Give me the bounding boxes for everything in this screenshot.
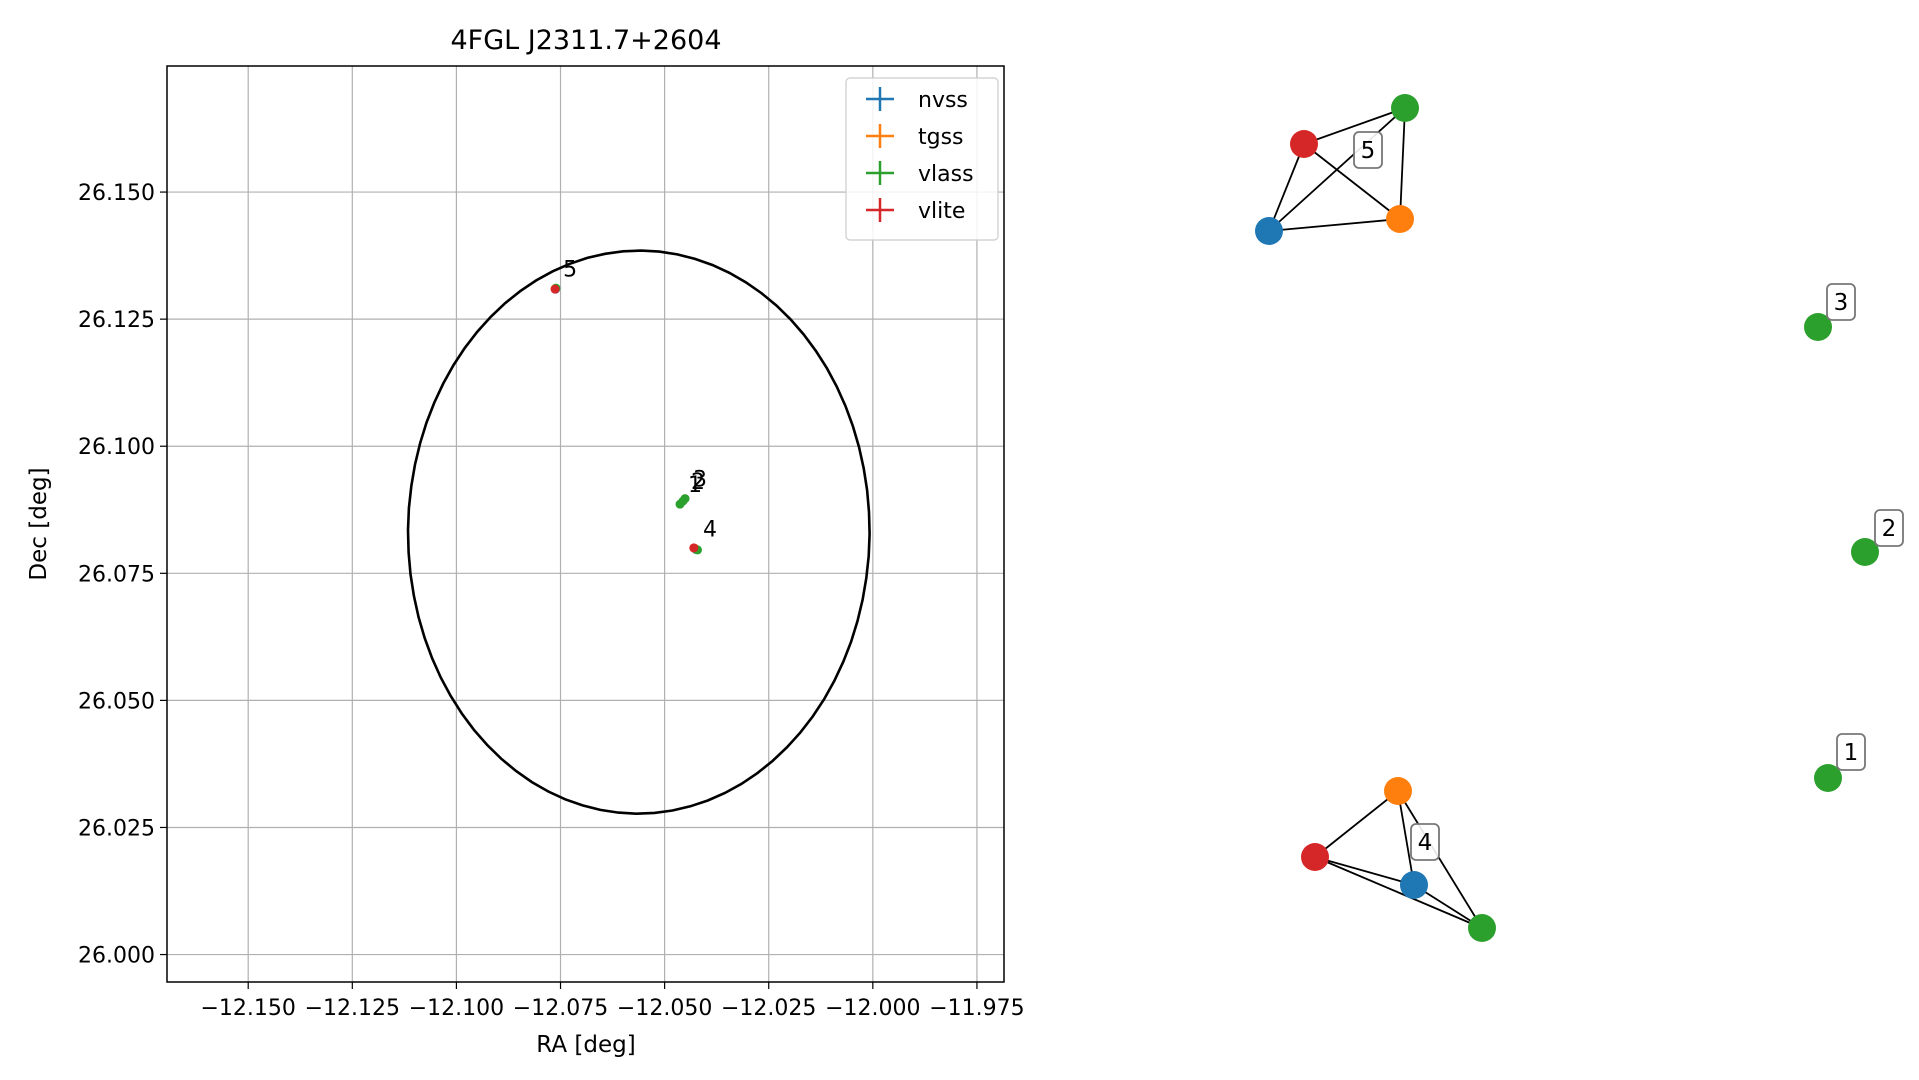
x-tick-label: −12.125: [305, 996, 400, 1021]
x-tick-labels: −12.150 −12.125 −12.100 −12.075 −12.050 −12.0…: [200, 982, 1025, 1021]
cluster-3: 3: [1804, 283, 1856, 341]
network-panel: 5 4 3 2 1: [1255, 94, 1904, 942]
cluster-label: 3: [1834, 290, 1849, 316]
cluster-2: 2: [1851, 509, 1904, 566]
y-tick-label: 26.025: [78, 816, 155, 841]
chart-title: 4FGL J2311.7+2604: [450, 25, 721, 56]
y-tick-label: 26.100: [78, 435, 155, 460]
network-node-green: [1468, 914, 1496, 942]
network-node-orange: [1384, 777, 1412, 805]
network-edge: [1397, 790, 1483, 929]
network-edge: [1303, 143, 1401, 220]
cluster-label-box: [1874, 509, 1904, 547]
network-edge: [1314, 790, 1399, 858]
legend: nvss tgss vlass vlite: [845, 77, 999, 241]
network-node-green: [1391, 94, 1419, 122]
legend-label-nvss: nvss: [918, 88, 968, 113]
y-tick-label: 26.150: [78, 181, 155, 206]
grid-layer: [167, 66, 1004, 982]
cluster-label-box: [1826, 283, 1856, 321]
network-node-blue: [1400, 871, 1428, 899]
network-node-green: [1814, 764, 1842, 792]
network-edge: [1314, 856, 1415, 886]
y-axis-label: Dec [deg]: [26, 467, 52, 580]
network-edge: [1268, 143, 1305, 232]
y-tick-label: 26.075: [78, 562, 155, 587]
y-tick-label: 26.125: [78, 308, 155, 333]
x-axis-label: RA [deg]: [536, 1032, 635, 1058]
network-node-orange: [1386, 205, 1414, 233]
cluster-label-box: [1410, 823, 1440, 861]
x-tick-label: −12.150: [200, 996, 295, 1021]
x-tick-label: −12.075: [513, 996, 608, 1021]
x-tick-label: −12.025: [721, 996, 816, 1021]
cluster-5: 5: [1255, 94, 1419, 245]
y-tick-labels: 26.000 26.025 26.050 26.075 26.100 26.125 26.1…: [78, 181, 167, 969]
point-annotation: 5: [563, 258, 577, 283]
point-vlite: [689, 543, 699, 553]
cluster-label: 5: [1361, 138, 1376, 164]
network-edge: [1303, 107, 1406, 145]
legend-label-vlass: vlass: [918, 162, 974, 187]
network-edge: [1268, 218, 1401, 232]
x-tick-label: −11.975: [929, 996, 1024, 1021]
legend-frame: [845, 77, 999, 241]
error-ellipse: [406, 249, 871, 816]
cluster-1: 1: [1814, 733, 1866, 792]
network-node-red: [1301, 843, 1329, 871]
ellipse-layer: [406, 249, 871, 816]
cluster-label-box: [1836, 733, 1866, 771]
y-tick-label: 26.000: [78, 944, 155, 969]
point-vlite: [550, 284, 560, 294]
point-annotation: 3: [693, 468, 707, 493]
point-annotation: 2: [691, 470, 705, 495]
legend-label-tgss: tgss: [918, 125, 964, 150]
x-tick-label: −12.000: [825, 996, 920, 1021]
legend-label-vlite: vlite: [918, 199, 965, 224]
network-node-green: [1851, 538, 1879, 566]
x-tick-label: −12.050: [617, 996, 712, 1021]
cluster-label-box: [1353, 131, 1383, 169]
plot-frame: [166, 65, 1005, 983]
network-edge: [1268, 107, 1406, 232]
network-edge: [1397, 790, 1415, 886]
x-tick-label: −12.100: [409, 996, 504, 1021]
network-node-red: [1290, 130, 1318, 158]
point-vlass: [680, 494, 690, 504]
cluster-label: 4: [1418, 830, 1433, 856]
point-annotation: 4: [703, 517, 717, 542]
cluster-label: 2: [1882, 516, 1897, 542]
network-edge: [1314, 856, 1483, 929]
network-node-green: [1804, 313, 1832, 341]
y-tick-label: 26.050: [78, 689, 155, 714]
points-layer: [550, 283, 703, 555]
network-edge: [1399, 107, 1406, 220]
network-node-blue: [1255, 217, 1283, 245]
point-annotation: 1: [688, 473, 702, 498]
cluster-label: 1: [1844, 740, 1859, 766]
cluster-4: 4: [1301, 777, 1496, 942]
